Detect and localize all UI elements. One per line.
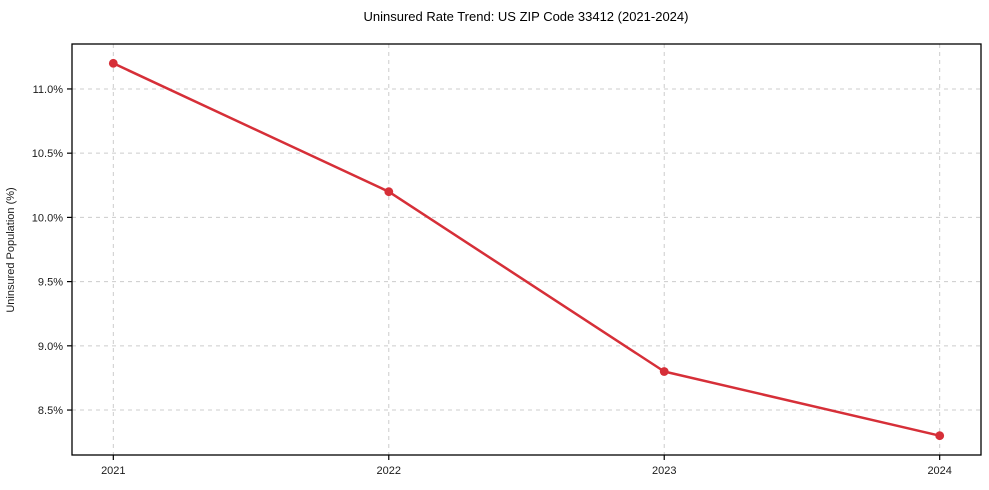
y-tick-label: 9.5% — [38, 277, 63, 289]
plot-border — [71, 43, 982, 456]
x-tick-label: 2024 — [927, 465, 951, 477]
chart-title: Uninsured Rate Trend: US ZIP Code 33412 … — [364, 9, 689, 24]
y-tick-label: 9.0% — [38, 341, 63, 353]
data-point-marker — [659, 367, 669, 376]
y-tick-label: 11.0% — [33, 84, 64, 96]
y-tick-label: 10.0% — [32, 212, 63, 224]
x-tick-label: 2022 — [377, 465, 401, 477]
data-point-marker — [384, 187, 394, 197]
data-point-marker — [108, 58, 118, 68]
y-tick-label: 10.5% — [32, 148, 63, 160]
x-tick-label: 2021 — [101, 465, 125, 477]
y-axis-label: Uninsured Population (%) — [5, 187, 17, 312]
plot-area: 2021 2022 2023 2024 8.5% 9.0% 9.5% 10.0% 10.5% 11… — [32, 43, 982, 477]
x-tick-label: 2023 — [652, 465, 676, 477]
y-tick-label: 8.5% — [38, 405, 63, 417]
trend-line — [112, 62, 941, 437]
data-point-marker — [935, 431, 945, 441]
